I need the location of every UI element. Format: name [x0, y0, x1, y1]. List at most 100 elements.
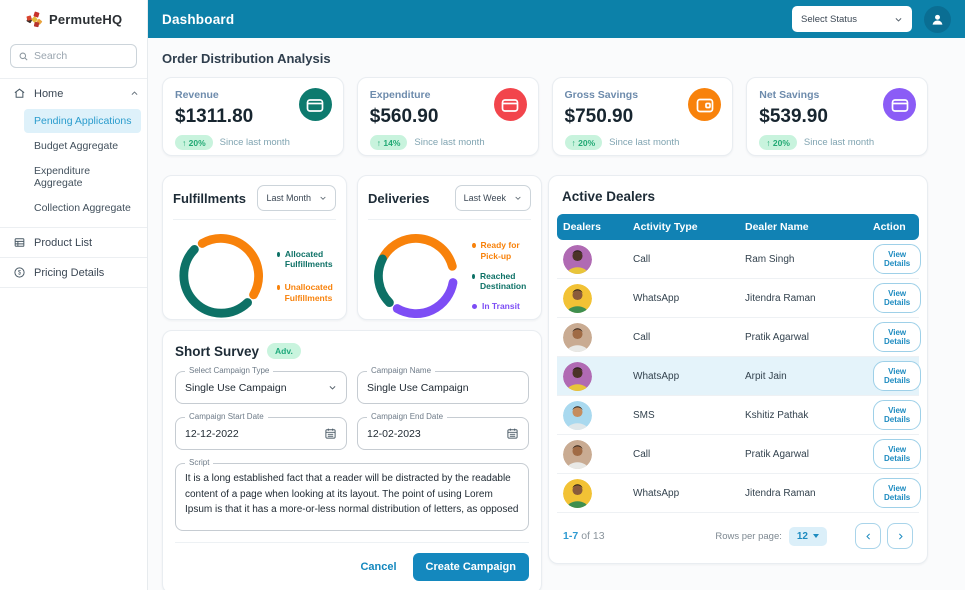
caret-down-icon — [813, 534, 819, 538]
table-row: Call Pratik Agarwal View Details — [557, 318, 922, 357]
previous-page-button[interactable] — [855, 523, 881, 549]
view-details-button[interactable]: View Details — [873, 283, 922, 313]
dealer-name-cell: Jitendra Raman — [745, 292, 816, 304]
table-header: Dealers Activity Type Dealer Name Action — [557, 214, 919, 240]
campaign-end-date-field: Campaign End Date — [357, 412, 529, 450]
activity-type-cell: WhatsApp — [633, 370, 680, 382]
calendar-icon[interactable] — [324, 427, 337, 440]
sidebar-item-collection-aggregate[interactable]: Collection Aggregate — [34, 202, 131, 214]
delta-badge: ↑ 20% — [564, 135, 603, 150]
sidebar-item-expenditure-aggregate[interactable]: Expenditure Aggregate — [34, 165, 91, 189]
calendar-icon[interactable] — [506, 427, 519, 440]
select-status-value: Select Status — [801, 13, 857, 25]
rows-per-page-dropdown[interactable]: 12 — [788, 526, 827, 546]
table-footer: 1-7 of 13 Rows per page: 12 — [557, 513, 919, 557]
activity-type-cell: Call — [633, 253, 651, 265]
campaign-type-value: Single Use Campaign — [185, 381, 287, 394]
column-header-dealer-name: Dealer Name — [745, 221, 809, 233]
dealer-avatar — [563, 439, 592, 469]
deliveries-legend: Ready for Pick-up Reached Destination In… — [472, 240, 531, 311]
view-details-button[interactable]: View Details — [873, 361, 922, 391]
dollar-circle-icon: $ — [13, 266, 26, 279]
page-header-title: Dashboard — [162, 11, 235, 27]
chevron-down-icon — [319, 194, 327, 202]
stat-card-expenditure: Expenditure $560.90 ↑ 14% Since last mon… — [356, 77, 539, 156]
short-survey-card: Short Survey Adv. Select Campaign Type S… — [162, 330, 542, 590]
sidebar-item-home[interactable]: Home — [0, 79, 147, 108]
view-details-button[interactable]: View Details — [873, 400, 922, 430]
fulfillments-donut-chart — [179, 234, 263, 318]
campaign-start-date-input[interactable] — [185, 427, 324, 440]
dealer-name-cell: Ram Singh — [745, 253, 795, 265]
view-details-button[interactable]: View Details — [873, 478, 922, 508]
svg-text:$: $ — [18, 271, 22, 277]
stat-note: Since last month — [219, 137, 290, 148]
next-page-button[interactable] — [887, 523, 913, 549]
stat-value: $539.90 — [759, 106, 828, 127]
dealer-avatar — [563, 478, 592, 508]
stat-value: $750.90 — [564, 106, 634, 127]
delta-badge: ↑ 20% — [175, 135, 213, 150]
stat-value: $1311.80 — [175, 106, 254, 127]
activity-type-cell: WhatsApp — [633, 292, 680, 304]
legend-item: Reached Destination — [472, 271, 531, 292]
sidebar-item-budget-aggregate[interactable]: Budget Aggregate — [34, 140, 119, 152]
pagination-range: 1-7 — [563, 530, 579, 542]
sidebar-item-pending-applications[interactable]: Pending Applications — [24, 109, 141, 133]
table-row: WhatsApp Jitendra Raman View Details — [557, 474, 922, 513]
stat-note: Since last month — [803, 137, 875, 148]
deliveries-period-dropdown[interactable]: Last Week — [454, 185, 531, 211]
search-input[interactable] — [34, 50, 119, 62]
dealer-avatar — [563, 283, 592, 313]
view-details-button[interactable]: View Details — [873, 322, 922, 352]
home-icon — [13, 87, 26, 100]
active-dealers-card: Active Dealers Dealers Activity Type Dea… — [548, 175, 928, 564]
chart-title: Deliveries — [368, 190, 430, 206]
chevron-left-icon — [865, 533, 870, 539]
sidebar-item-product-list[interactable]: Product List — [0, 228, 147, 258]
sidebar-item-pricing-details[interactable]: $ Pricing Details — [0, 258, 147, 288]
legend-label: Unallocated Fulfillments — [284, 282, 333, 303]
table-body: Call Ram Singh View Details WhatsApp Jitendr… — [557, 240, 922, 513]
table-row: Call Ram Singh View Details — [557, 240, 922, 279]
card-wallet-icon — [688, 88, 722, 121]
column-header-action: Action — [873, 221, 906, 233]
chevron-down-icon — [894, 15, 903, 24]
fulfillments-period-dropdown[interactable]: Last Month — [257, 185, 336, 211]
select-status-dropdown[interactable]: Select Status — [792, 6, 912, 32]
chevron-up-icon[interactable] — [130, 89, 139, 98]
wallet-icon — [493, 88, 527, 121]
cancel-button[interactable]: Cancel — [360, 561, 397, 573]
period-value: Last Month — [266, 193, 311, 203]
field-label: Script — [185, 458, 214, 467]
script-textarea[interactable]: It is a long established fact that a rea… — [185, 471, 519, 518]
sidebar-nav: Home Pending Applications Budget Aggrega… — [0, 78, 147, 288]
stat-card-revenue: Revenue $1311.80 ↑ 20% Since last month — [162, 77, 344, 156]
view-details-button[interactable]: View Details — [873, 244, 922, 274]
legend-dot — [472, 243, 476, 249]
deliveries-donut-chart — [374, 234, 458, 318]
chart-title: Fulfillments — [173, 190, 246, 206]
user-avatar-button[interactable] — [924, 5, 951, 33]
legend-item: Unallocated Fulfillments — [277, 282, 336, 303]
sidebar-item-label: Pricing Details — [34, 266, 105, 279]
sidebar: PermuteHQ Home — [0, 0, 148, 590]
campaign-type-select[interactable]: Select Campaign Type Single Use Campaign — [175, 366, 347, 404]
create-campaign-button[interactable]: Create Campaign — [412, 553, 529, 581]
campaign-end-date-input[interactable] — [367, 427, 506, 440]
legend-item: Allocated Fulfillments — [277, 249, 336, 270]
page-title: Order Distribution Analysis — [162, 51, 331, 66]
column-header-activity-type: Activity Type — [633, 221, 698, 233]
sidebar-search[interactable] — [10, 44, 137, 68]
table-row: WhatsApp Arpit Jain View Details — [557, 357, 922, 396]
dealer-name-cell: Arpit Jain — [745, 370, 787, 382]
field-label: Campaign Name — [367, 366, 436, 375]
adv-badge: Adv. — [267, 343, 301, 359]
legend-item: In Transit — [472, 301, 531, 312]
dealer-name-cell: Pratik Agarwal — [745, 331, 809, 343]
campaign-name-input[interactable] — [367, 381, 519, 394]
stat-label: Expenditure — [369, 89, 431, 101]
view-details-button[interactable]: View Details — [873, 439, 922, 469]
legend-dot — [277, 285, 280, 290]
user-icon — [932, 14, 943, 25]
